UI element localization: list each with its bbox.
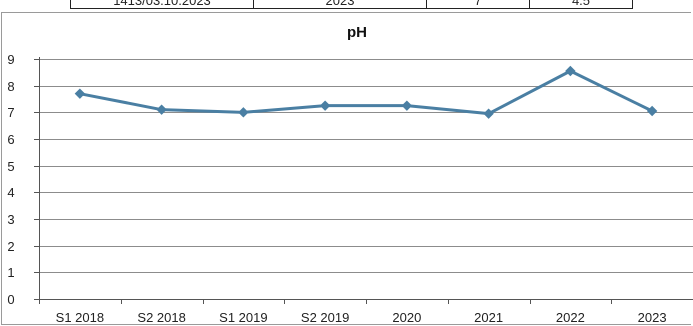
header-table-row: 1413/03.10.2023 2023 7 4.5: [70, 0, 633, 9]
header-table-strip: 1413/03.10.2023 2023 7 4.5: [0, 0, 693, 9]
series-line-0: [79, 69, 653, 116]
y-tick-label-3: 3: [7, 212, 14, 227]
y-tick-label-6: 6: [7, 132, 14, 147]
series-layer: [74, 65, 658, 119]
y-tick-label-5: 5: [7, 159, 14, 174]
x-tick-label-4: 2020: [392, 310, 421, 325]
y-tick-label-0: 0: [7, 292, 14, 307]
axis-layer: 0 1 2 3 4 5 6 7 8 9 S1 2018 S2 2018 S1 2019 S2 2019 20…: [7, 52, 693, 325]
data-point-2020: [401, 100, 413, 111]
x-tick-label-2: S1 2019: [219, 310, 267, 325]
header-cell-limit: 4.5: [529, 0, 633, 9]
y-tick-label-7: 7: [7, 105, 14, 120]
x-tick-label-5: 2021: [474, 310, 503, 325]
x-tick-label-3: S2 2019: [301, 310, 349, 325]
data-point-2021: [483, 108, 494, 119]
y-tick-label-4: 4: [7, 185, 14, 200]
data-point-2023: [646, 105, 658, 117]
y-tick-label-1: 1: [7, 265, 14, 280]
data-point-s2-2019: [319, 100, 331, 111]
grid-layer: [39, 59, 693, 273]
data-point-s1-2019: [238, 107, 249, 118]
chart-frame: [1, 12, 691, 325]
x-tick-label-7: 2023: [638, 310, 667, 325]
x-tick-label-0: S1 2018: [56, 310, 104, 325]
chart-title: pH: [347, 24, 367, 41]
data-point-s2-2018: [156, 104, 167, 115]
data-point-2022: [565, 65, 576, 77]
y-tick-label-2: 2: [7, 239, 14, 254]
y-tick-label-9: 9: [7, 52, 14, 67]
header-table: 1413/03.10.2023 2023 7 4.5: [70, 0, 633, 9]
x-tick-label-1: S2 2018: [137, 310, 185, 325]
y-tick-label-8: 8: [7, 79, 14, 94]
data-point-s1-2018: [74, 88, 86, 99]
x-tick-label-6: 2022: [556, 310, 585, 325]
